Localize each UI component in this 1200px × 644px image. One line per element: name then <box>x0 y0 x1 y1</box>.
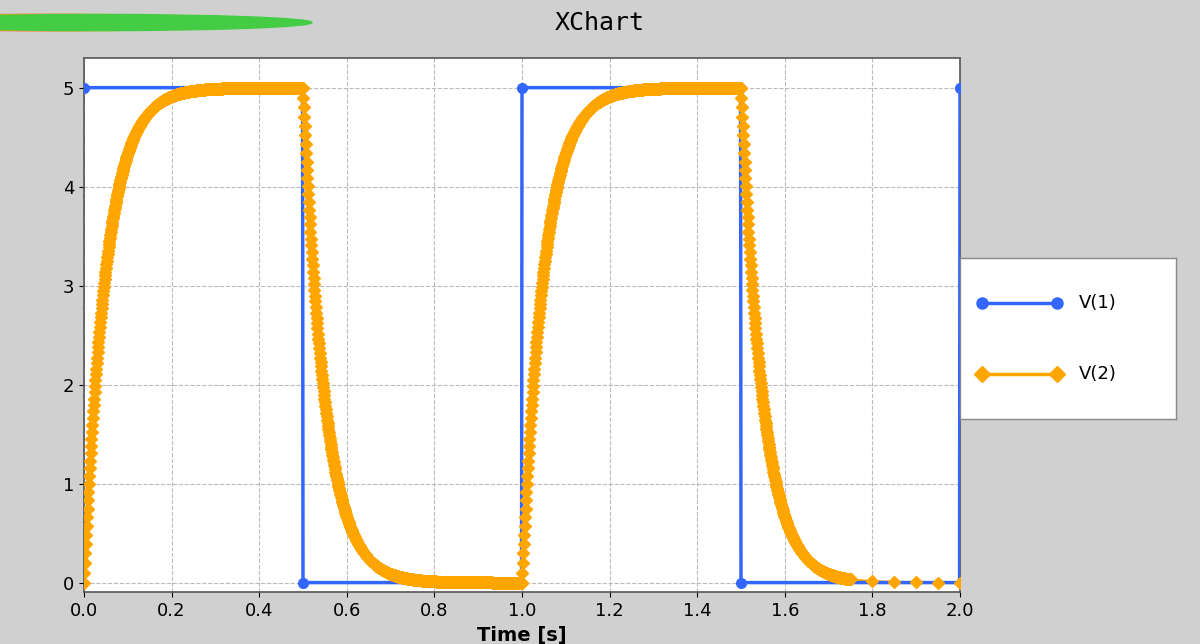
Text: V(1): V(1) <box>1079 294 1116 312</box>
V(1) <box>96 84 110 91</box>
V(2) <box>953 579 967 587</box>
V(1) <box>77 84 91 91</box>
V(1) <box>798 579 812 587</box>
V(1) <box>953 84 967 91</box>
Text: V(2): V(2) <box>1079 365 1117 383</box>
V(1) <box>295 579 310 587</box>
X-axis label: Time [s]: Time [s] <box>478 626 566 644</box>
Text: XChart: XChart <box>554 10 646 35</box>
V(2) <box>734 84 749 91</box>
V(2) <box>515 579 529 587</box>
V(1) <box>124 84 138 91</box>
Circle shape <box>0 14 282 31</box>
V(2) <box>334 491 348 499</box>
V(2) <box>77 579 91 587</box>
V(2) <box>806 562 821 569</box>
Circle shape <box>0 14 312 31</box>
Line: V(2): V(2) <box>80 84 964 587</box>
V(1) <box>403 579 418 587</box>
V(1) <box>155 84 169 91</box>
V(2) <box>758 422 773 430</box>
V(2) <box>931 579 946 587</box>
V(2) <box>673 84 688 92</box>
V(1) <box>604 84 618 91</box>
Line: V(1): V(1) <box>79 83 965 587</box>
Circle shape <box>0 14 252 31</box>
